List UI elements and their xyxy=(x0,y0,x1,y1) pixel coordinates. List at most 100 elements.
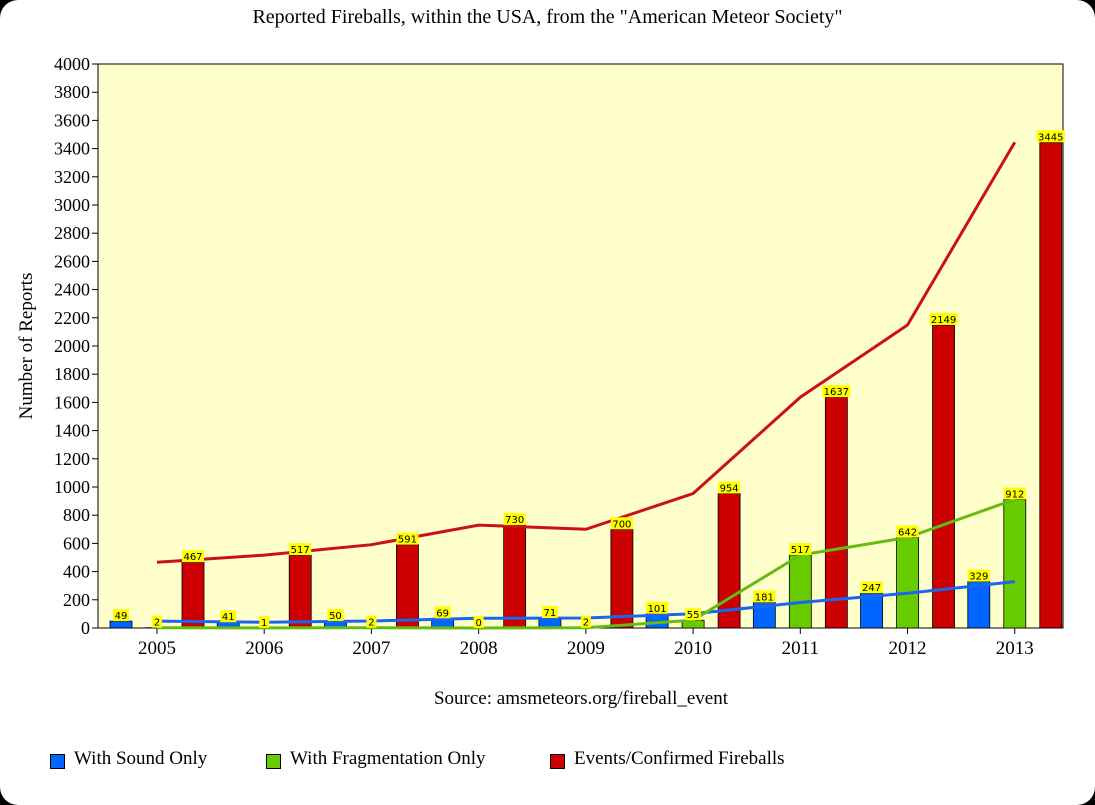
bar xyxy=(967,581,991,629)
data-label-bg xyxy=(685,608,702,621)
data-label-bg xyxy=(860,581,883,594)
data-label: 69 xyxy=(436,608,449,619)
data-label: 700 xyxy=(612,519,631,530)
bar xyxy=(288,554,312,629)
y-tick-label: 200 xyxy=(63,590,90,610)
bar xyxy=(1039,141,1063,629)
data-label: 247 xyxy=(862,583,881,594)
data-label-bg xyxy=(1036,130,1065,143)
data-label-bg xyxy=(967,569,990,582)
y-tick-label: 400 xyxy=(63,562,90,582)
bar xyxy=(181,561,205,629)
y-tick-label: 1200 xyxy=(54,449,90,469)
data-label-bg xyxy=(259,615,270,628)
x-tick-label: 2010 xyxy=(674,638,712,659)
x-tick-label: 2005 xyxy=(138,638,176,659)
y-tick-label: 3000 xyxy=(54,195,90,215)
data-label: 954 xyxy=(720,483,739,494)
y-tick-label: 800 xyxy=(63,505,90,525)
chart-title: Reported Fireballs, within the USA, from… xyxy=(252,6,843,28)
bar xyxy=(610,528,634,629)
data-label: 2149 xyxy=(931,315,956,326)
data-label-bg xyxy=(434,606,451,619)
data-label: 41 xyxy=(222,612,235,623)
y-tick-label: 3800 xyxy=(54,82,90,102)
data-label: 517 xyxy=(791,545,810,556)
data-label-bg xyxy=(1003,487,1026,500)
y-tick-label: 3400 xyxy=(54,139,90,159)
data-label: 101 xyxy=(648,604,667,615)
y-axis-label: Number of Reports xyxy=(16,273,37,420)
legend: With Sound Only With Fragmentation Only … xyxy=(0,748,1095,778)
y-tick-label: 0 xyxy=(81,618,90,638)
data-label: 55 xyxy=(687,610,700,621)
data-label: 181 xyxy=(755,592,774,603)
y-tick-label: 1400 xyxy=(54,421,90,441)
y-tick-label: 1000 xyxy=(54,477,90,497)
legend-label-sound: With Sound Only xyxy=(74,748,208,769)
data-label: 1 xyxy=(261,618,267,629)
data-label-bg xyxy=(541,605,558,618)
y-tick-label: 2400 xyxy=(54,280,90,300)
data-label: 1637 xyxy=(824,387,849,398)
x-tick-label: 2011 xyxy=(782,638,819,659)
bar xyxy=(1003,499,1027,629)
data-label-bg xyxy=(896,525,919,538)
data-label-bg xyxy=(327,608,344,621)
bar xyxy=(788,554,812,629)
y-tick-label: 2600 xyxy=(54,251,90,271)
data-label: 0 xyxy=(475,618,481,629)
bar xyxy=(824,396,848,629)
legend-swatch-fragmentation xyxy=(266,754,281,769)
data-label-bg xyxy=(610,517,633,530)
data-label: 730 xyxy=(505,515,524,526)
data-label-bg xyxy=(580,615,591,628)
y-tick-label: 1600 xyxy=(54,392,90,412)
source-note: Source: amsmeteors.org/fireball_event xyxy=(433,688,729,709)
x-tick-label: 2006 xyxy=(245,638,283,659)
data-label: 2 xyxy=(154,618,160,629)
bar xyxy=(503,524,527,629)
data-label: 642 xyxy=(898,527,917,538)
data-label-bg xyxy=(822,385,851,398)
legend-label-fragmentation: With Fragmentation Only xyxy=(290,748,486,769)
y-tick-label: 2000 xyxy=(54,336,90,356)
data-label: 71 xyxy=(544,608,557,619)
chart-svg: 0 200 400 600 800 1000 1200 1400 1600 1800 2000 2 20… xyxy=(16,54,1065,659)
data-label-bg xyxy=(718,481,741,494)
bar xyxy=(896,537,919,629)
legend-swatch-sound xyxy=(50,754,65,769)
x-tick-label: 2009 xyxy=(567,638,605,659)
data-labels-group: 49 41 50 69 71 101 181 247 329 2 1 2 0 2 55 517 642 912 46… xyxy=(113,130,1065,629)
x-tick-label: 2008 xyxy=(460,638,498,659)
data-label: 329 xyxy=(969,572,988,583)
data-label: 50 xyxy=(329,611,342,622)
x-tick-label: 2007 xyxy=(352,638,390,659)
data-label-bg xyxy=(152,615,162,628)
y-tick-label: 4000 xyxy=(54,54,90,74)
data-label: 49 xyxy=(115,611,128,622)
data-label: 912 xyxy=(1005,489,1024,500)
data-label-bg xyxy=(289,543,312,556)
bar xyxy=(109,620,133,629)
y-tick-label: 3200 xyxy=(54,167,90,187)
y-tick-label: 1800 xyxy=(54,364,90,384)
data-label-bg xyxy=(503,513,526,526)
data-label: 467 xyxy=(183,552,202,563)
bar xyxy=(932,324,955,629)
legend-label-confirmed: Events/Confirmed Fireballs xyxy=(574,748,785,769)
bar xyxy=(396,544,419,629)
data-label-bg xyxy=(929,312,958,325)
x-tick-label: 2013 xyxy=(996,638,1034,659)
bars-group xyxy=(109,141,1063,629)
data-label-bg xyxy=(366,615,377,628)
data-label-bg xyxy=(113,609,129,622)
y-tick-label: 2800 xyxy=(54,223,90,243)
y-tick-label: 3600 xyxy=(54,110,90,130)
data-label-bg xyxy=(789,543,812,556)
data-label-bg xyxy=(646,601,669,614)
y-tick-label: 600 xyxy=(63,533,90,553)
data-label: 591 xyxy=(398,535,417,546)
x-axis: 2005 2006 2007 2008 2009 2010 2011 2012 2013 xyxy=(138,628,1034,659)
